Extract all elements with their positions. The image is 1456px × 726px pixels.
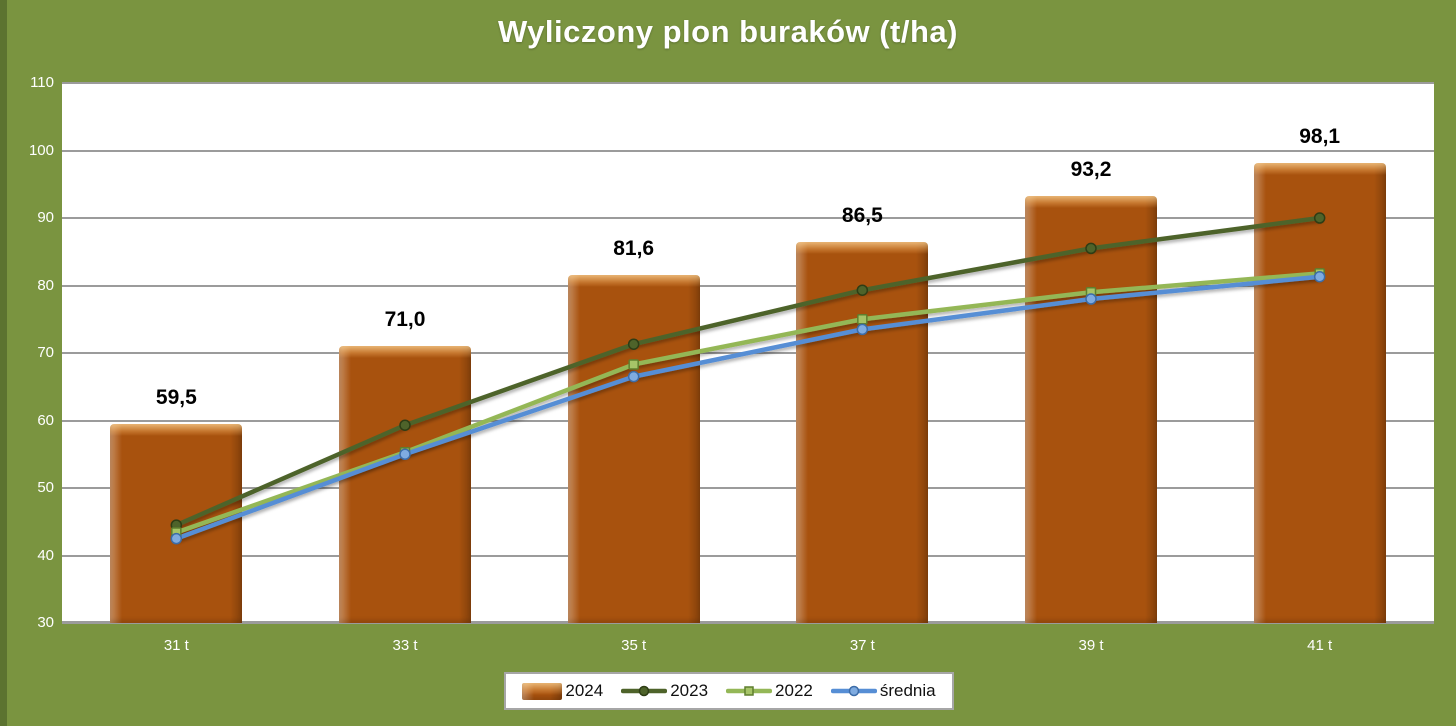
bar-2024-41t[interactable] bbox=[1253, 163, 1386, 623]
bar-2024-37t[interactable] bbox=[796, 241, 929, 623]
line-series-2022[interactable] bbox=[174, 271, 1322, 535]
bar-data-label-31t: 59,5 bbox=[155, 385, 197, 409]
gridline-50 bbox=[62, 487, 1434, 489]
marker-2022-37t[interactable] bbox=[857, 314, 868, 325]
legend-line-swatch-icon bbox=[830, 685, 877, 697]
gridline-80 bbox=[62, 284, 1434, 287]
bar-2024-39t[interactable] bbox=[1025, 196, 1157, 623]
legend-label-2024: 2024 bbox=[565, 681, 604, 700]
chart-title: Wyliczony plon buraków (t/ha) bbox=[497, 14, 958, 49]
legend-label-średnia: średnia bbox=[879, 681, 936, 700]
x-tick-label-41t: 41 t bbox=[1307, 637, 1333, 654]
x-axis-line bbox=[62, 621, 1434, 624]
marker-2023-39t[interactable] bbox=[1085, 242, 1097, 255]
x-tick-label-37t: 37 t bbox=[849, 637, 875, 654]
y-tick-label-70: 70 bbox=[37, 344, 54, 361]
marker-średnia-35t[interactable] bbox=[627, 370, 640, 383]
gridline-90 bbox=[62, 217, 1434, 219]
gridline-100 bbox=[62, 149, 1434, 152]
bar-data-label-41t: 98,1 bbox=[1299, 125, 1341, 149]
line-series-2023[interactable] bbox=[174, 215, 1322, 528]
y-tick-label-100: 100 bbox=[28, 141, 54, 159]
bar-data-label-33t: 71,0 bbox=[384, 308, 426, 332]
marker-średnia-33t[interactable] bbox=[399, 448, 411, 460]
marker-2023-37t[interactable] bbox=[856, 284, 869, 296]
marker-2023-35t[interactable] bbox=[627, 338, 640, 350]
gridline-40 bbox=[62, 554, 1434, 557]
y-tick-label-40: 40 bbox=[37, 546, 54, 564]
gridline-110 bbox=[62, 82, 1434, 84]
marker-2023-41t[interactable] bbox=[1313, 212, 1326, 224]
gridline-60 bbox=[62, 419, 1434, 422]
x-tick-label-31t: 31 t bbox=[163, 637, 189, 654]
y-tick-label-80: 80 bbox=[37, 276, 54, 294]
x-tick-label-33t: 33 t bbox=[392, 637, 418, 654]
marker-średnia-37t[interactable] bbox=[856, 323, 869, 336]
marker-średnia-39t[interactable] bbox=[1085, 293, 1097, 305]
legend-label-2022: 2022 bbox=[775, 681, 813, 700]
y-tick-label-90: 90 bbox=[37, 209, 54, 226]
legend-line-swatch-icon bbox=[726, 686, 773, 696]
line-series-średnia[interactable] bbox=[174, 274, 1322, 541]
left-edge-border bbox=[0, 0, 7, 726]
legend-line-swatch-icon bbox=[621, 685, 668, 697]
bar-2024-33t[interactable] bbox=[339, 346, 471, 623]
x-tick-label-35t: 35 t bbox=[621, 637, 647, 654]
plot-area: 59,5 71,0 81,6 86,5 93,2 98,1 bbox=[62, 82, 1434, 624]
bar-data-label-39t: 93,2 bbox=[1070, 158, 1112, 182]
bar-data-label-35t: 81,6 bbox=[613, 236, 655, 260]
marker-2023-33t[interactable] bbox=[399, 419, 411, 431]
marker-średnia-31t[interactable] bbox=[170, 532, 183, 545]
legend-item-2023[interactable]: 2023 bbox=[621, 681, 708, 701]
y-tick-label-50: 50 bbox=[37, 479, 54, 496]
legend-item-średnia[interactable]: średnia bbox=[830, 681, 936, 701]
x-tick-label-39t: 39 t bbox=[1078, 637, 1104, 654]
y-tick-label-30: 30 bbox=[37, 614, 54, 631]
y-tick-label-110: 110 bbox=[30, 74, 54, 91]
line-series-layer bbox=[170, 212, 1326, 545]
marker-2022-35t[interactable] bbox=[628, 359, 639, 370]
legend-bar-swatch-icon bbox=[522, 682, 563, 700]
legend-label-2023: 2023 bbox=[670, 681, 709, 700]
legend-item-2022[interactable]: 2022 bbox=[726, 681, 813, 701]
marker-średnia-41t[interactable] bbox=[1313, 270, 1326, 283]
legend-item-2024[interactable]: 2024 bbox=[522, 681, 603, 701]
legend[interactable]: 2024 2023 2022 średnia bbox=[504, 672, 954, 710]
y-tick-label-60: 60 bbox=[37, 411, 54, 429]
bar-data-label-37t: 86,5 bbox=[841, 203, 883, 227]
